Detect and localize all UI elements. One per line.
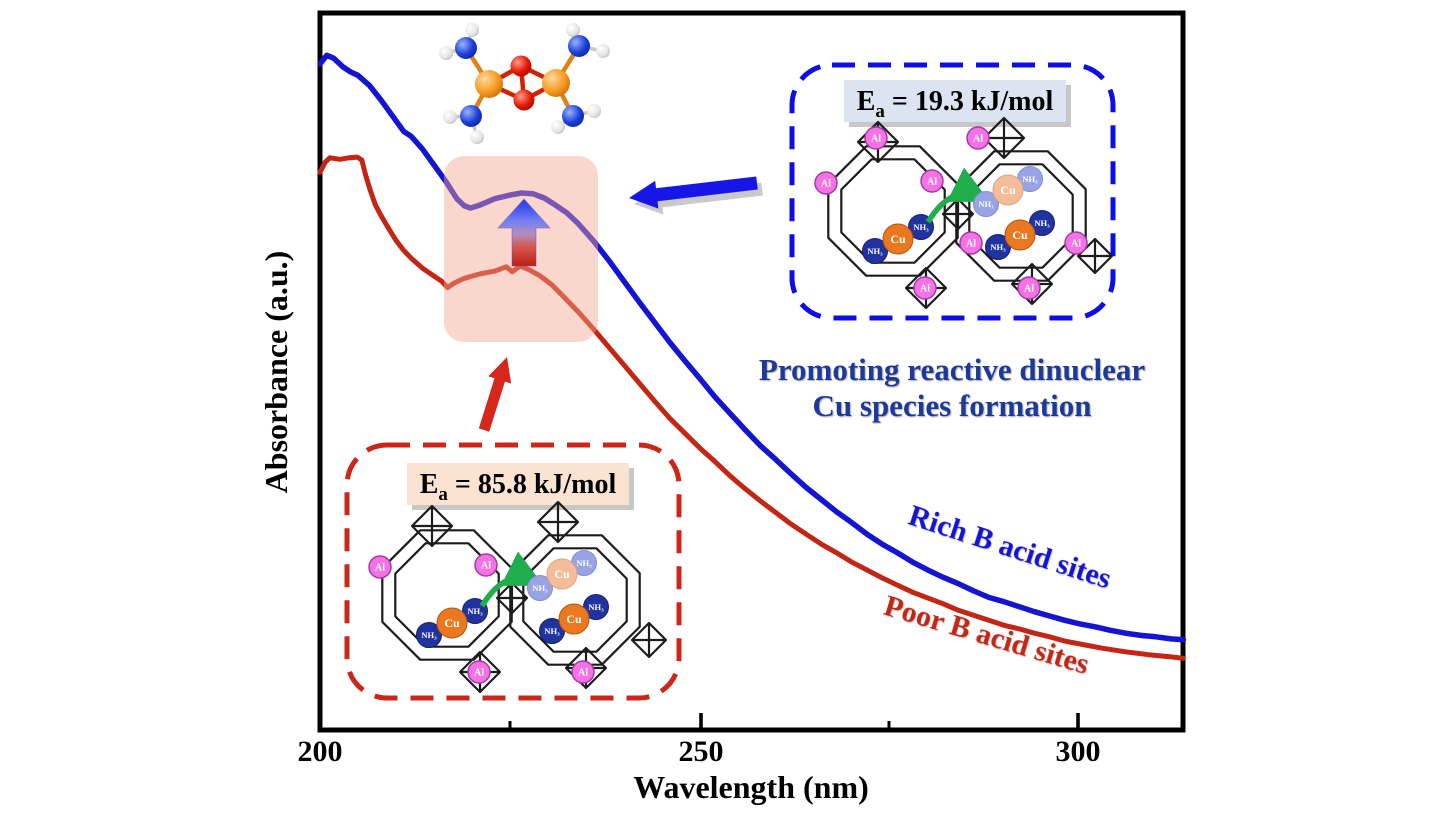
al-label: Al: [578, 668, 588, 679]
cu-atom-ghost: [546, 558, 578, 590]
nh3-ligand-ghost: [527, 575, 553, 601]
cu2o2-molecule-icon: [439, 23, 610, 144]
nh3-ligand: [862, 238, 888, 264]
al-label: Al: [481, 561, 491, 572]
cu-atom: [1004, 219, 1036, 251]
zeolite-cage-rich: Al Al Al Al Al Al Al Al NH₃ NH₃ Cu NH₃ N…: [814, 116, 1114, 310]
x-tick-label-300: 300: [1056, 735, 1101, 768]
cu-atom-ghost: [992, 174, 1024, 206]
cu-ammine-right: NH₃ NH₃ Cu: [539, 594, 609, 644]
al-atom: [913, 276, 937, 300]
al-label: Al: [474, 668, 484, 679]
cu-label: Cu: [444, 616, 460, 630]
blue-arrow: [629, 176, 758, 209]
nh3-label: NH₃: [1034, 218, 1050, 228]
al-sites-rich: Al Al Al Al Al Al Al Al: [814, 126, 1088, 300]
cu-ammine-migrated-ghost: NH₃ NH₃ Cu: [527, 550, 597, 601]
x-axis-ticks: [508, 713, 1080, 730]
ea-rich-box: [844, 80, 1066, 122]
dashed-border-poor: [344, 442, 682, 701]
ea-rich-label: Ea = 19.3 kJ/mol: [857, 86, 1054, 122]
nh3-label: NH₃: [978, 199, 994, 209]
cu-label: Cu: [566, 612, 582, 626]
migration-arrow-icon: [925, 167, 990, 224]
cu-atoms: [475, 69, 570, 98]
cu-ammine-right: NH₃ NH₃ Cu: [985, 210, 1055, 260]
nh3-ligand: [416, 622, 442, 648]
nh3-label: NH₃: [421, 630, 437, 640]
cu-atom: [882, 223, 914, 255]
al-label: Al: [966, 239, 976, 250]
cu-label: Cu: [1000, 183, 1016, 197]
al-label: Al: [920, 284, 930, 295]
up-arrow-icon: [496, 198, 552, 267]
al-atom: [814, 171, 838, 195]
curve-rich-b-acid: [317, 52, 1187, 643]
al-atom: [920, 169, 944, 193]
promoting-caption-line2: Cu species formation: [813, 388, 1092, 423]
nh3-label: NH₃: [1022, 174, 1038, 184]
al-atom: [368, 555, 392, 579]
al-label: Al: [1071, 239, 1081, 250]
al-atom: [864, 126, 888, 150]
al-label: Al: [973, 134, 983, 145]
cu-label: Cu: [554, 567, 570, 581]
cu-atom: [558, 603, 590, 635]
y-axis-label: Absorbance (a.u.): [258, 251, 294, 494]
al-atom: [1017, 276, 1041, 300]
x-tick-label-200: 200: [298, 735, 343, 768]
cu-label: Cu: [1012, 228, 1028, 242]
inset-rich-b-acid: Ea = 19.3 kJ/mol Al Al Al Al Al Al Al Al…: [789, 62, 1116, 321]
nh3-ligand-ghost: [973, 191, 999, 217]
dashed-border-rich: [789, 62, 1116, 321]
al-atom: [959, 231, 983, 255]
al-atom: [474, 553, 498, 577]
blue-left-arrow-icon: [629, 176, 763, 215]
ea-poor-label: Ea = 85.8 kJ/mol: [420, 469, 617, 505]
al-label: Al: [375, 563, 385, 574]
curve-poor-b-acid: [317, 154, 1186, 661]
cu-ammine-left: NH₃ NH₃ Cu: [416, 598, 488, 648]
migration-arrow-icon: [479, 551, 544, 608]
cu-atom: [436, 607, 468, 639]
zeolite-cage-poor: Al Al Al Al NH₃ NH₃ Cu NH₃ NH₃ Cu NH₃ NH…: [368, 500, 668, 694]
al-atom: [1064, 231, 1088, 255]
x-tick-label-250: 250: [679, 735, 724, 768]
al-label: Al: [927, 177, 937, 188]
al-atom: [467, 660, 491, 684]
promoting-caption-line1: Promoting reactive dinuclear: [759, 352, 1146, 387]
nh3-label: NH₃: [532, 583, 548, 593]
x-axis-label: Wavelength (nm): [633, 769, 869, 805]
nh3-label: NH₃: [990, 242, 1006, 252]
inset-poor-b-acid: Ea = 85.8 kJ/mol Al Al Al Al NH₃ NH₃ Cu …: [344, 442, 682, 701]
al-label: Al: [1024, 284, 1034, 295]
n-atoms: [455, 35, 590, 127]
h-atoms: [439, 23, 610, 144]
al-atom: [571, 660, 595, 684]
o-atoms: [510, 55, 535, 111]
al-label: Al: [821, 179, 831, 190]
nh3-label: NH₃: [588, 602, 604, 612]
cu-ammine-migrated-ghost: NH₃ NH₃ Cu: [973, 166, 1043, 217]
al-sites-poor: Al Al Al Al: [368, 553, 595, 684]
nh3-label: NH₃: [544, 626, 560, 636]
cu-label: Cu: [890, 232, 906, 246]
nh3-label: NH₃: [467, 606, 483, 616]
al-atom: [966, 126, 990, 150]
red-up-arrow-icon: [478, 357, 512, 432]
al-label: Al: [871, 134, 881, 145]
ea-poor-box: [407, 463, 629, 505]
nh3-label: NH₃: [867, 246, 883, 256]
nh3-label: NH₃: [576, 558, 592, 568]
nh3-label: NH₃: [913, 222, 929, 232]
